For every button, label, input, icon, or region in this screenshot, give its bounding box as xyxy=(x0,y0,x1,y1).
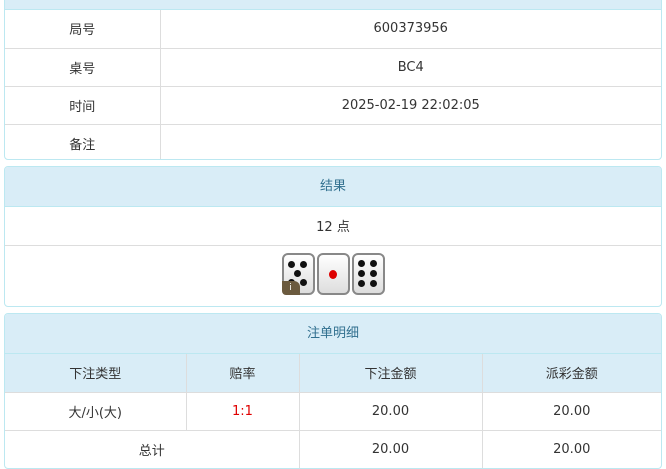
die-pip xyxy=(369,269,377,277)
die-pip xyxy=(358,269,366,277)
round-label: 局号 xyxy=(69,23,96,39)
payout: 20.00 xyxy=(481,391,661,430)
die-pip xyxy=(287,260,295,268)
die-pip xyxy=(358,279,366,287)
remark-label: 备注 xyxy=(5,123,160,159)
die-pip xyxy=(300,278,308,286)
result-points: 12 点 xyxy=(316,220,350,236)
total-row: 总计 20.00 20.00 xyxy=(5,429,661,468)
time-value: 2025-02-19 22:02:05 xyxy=(159,85,661,124)
info-table: 局号 600373956 桌号 BC4 时间 2025-02-19 22:02:05 … xyxy=(5,10,661,159)
table-row: 时间 2025-02-19 22:02:05 xyxy=(5,85,661,124)
die-pip xyxy=(369,279,377,287)
bet-amount: 20.00 xyxy=(298,391,482,430)
result-panel: 结果 12 点 i xyxy=(4,166,662,307)
table-label: 桌号 xyxy=(5,47,160,86)
time-label: 时间 xyxy=(5,85,160,124)
bet-type: 大/小(大) xyxy=(5,391,186,430)
odds: 1:1 xyxy=(185,391,299,430)
info-panel: 局号 600373956 桌号 BC4 时间 2025-02-19 22:02:05 … xyxy=(4,0,662,160)
table-row: 局号 600373956 xyxy=(5,10,661,48)
die-pip xyxy=(358,259,366,267)
die-pip xyxy=(329,269,337,279)
dice-row: i xyxy=(5,244,661,306)
die-pip xyxy=(300,260,308,268)
die-pip xyxy=(294,269,301,277)
result-title: 结果 xyxy=(5,167,661,207)
table-row: 桌号 BC4 xyxy=(5,47,661,86)
total-label: 总计 xyxy=(5,429,299,468)
table-value: BC4 xyxy=(159,47,661,86)
table-row: 大/小(大) 1:1 20.00 20.00 xyxy=(5,391,661,430)
die-1-icon xyxy=(316,252,350,295)
total-payout: 20.00 xyxy=(481,429,661,468)
remark-value xyxy=(159,123,661,159)
col-bet-amount: 下注金额 xyxy=(298,354,482,392)
bet-detail-panel: 注单明细 下注类型 赔率 下注金额 派彩金额 大/小(大) 1:1 20.00 … xyxy=(4,313,662,469)
bet-detail-title: 注单明细 xyxy=(5,314,661,354)
info-badge-icon[interactable]: i xyxy=(281,280,300,295)
die-pip xyxy=(369,259,377,267)
table-header-row: 下注类型 赔率 下注金额 派彩金额 xyxy=(5,354,661,392)
col-payout: 派彩金额 xyxy=(481,354,661,392)
table-row: 备注 xyxy=(5,123,661,159)
round-value: 600373956 xyxy=(159,10,661,48)
die-6-icon xyxy=(351,252,385,295)
info-header xyxy=(5,0,661,10)
col-odds: 赔率 xyxy=(185,354,299,392)
die-5-icon: i xyxy=(281,252,315,295)
total-amount: 20.00 xyxy=(298,429,482,468)
col-bet-type: 下注类型 xyxy=(69,367,122,383)
